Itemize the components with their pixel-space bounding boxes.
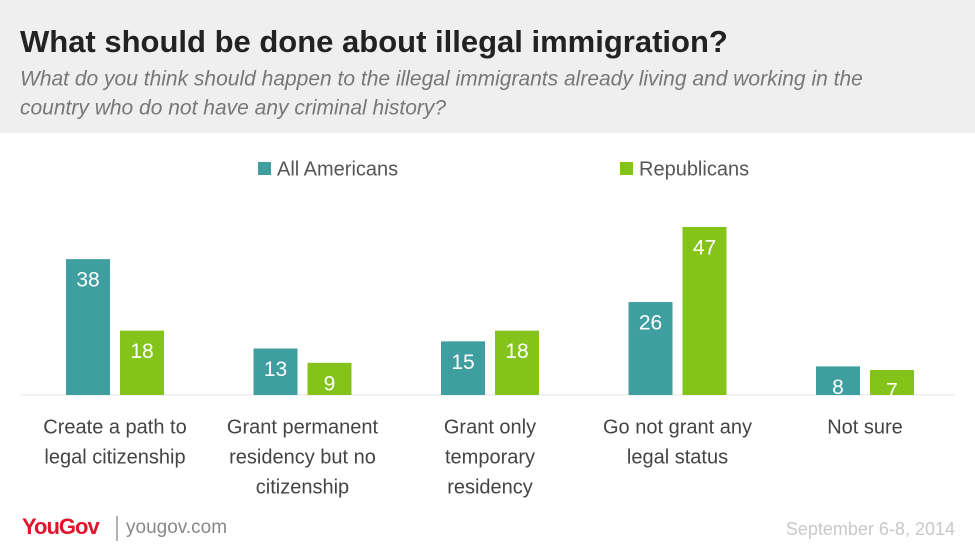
x-tick-label: Not sure xyxy=(827,416,903,438)
legend-label: Republicans xyxy=(639,158,749,180)
x-tick-label: citizenship xyxy=(256,476,349,498)
bar xyxy=(682,226,727,395)
subtitle: What do you think should happen to the i… xyxy=(20,68,863,91)
legend-swatch xyxy=(620,162,633,175)
logo: YouGov xyxy=(22,514,100,539)
x-tick-label: Go not grant any xyxy=(603,416,752,438)
x-tick-label: residency but no xyxy=(229,446,376,468)
bar xyxy=(870,369,914,395)
value-label: 38 xyxy=(76,269,99,292)
bar xyxy=(66,259,110,395)
header-background xyxy=(0,0,975,133)
bar xyxy=(628,302,673,395)
bar xyxy=(307,362,352,395)
value-label: 18 xyxy=(505,340,528,363)
x-tick-label: legal status xyxy=(627,446,728,468)
chart-title: What should be done about illegal immigr… xyxy=(20,24,728,59)
x-tick-label: Create a path to xyxy=(43,416,186,438)
x-tick-label: temporary xyxy=(445,446,535,468)
subtitle: country who do not have any criminal his… xyxy=(20,97,446,120)
bar xyxy=(253,348,298,395)
date: September 6-8, 2014 xyxy=(786,519,955,539)
site: yougov.com xyxy=(126,517,227,538)
value-label: 26 xyxy=(639,312,662,335)
value-label: 13 xyxy=(264,358,287,381)
bar xyxy=(120,330,164,395)
value-label: 9 xyxy=(324,372,336,395)
bar xyxy=(495,330,539,395)
bar xyxy=(816,366,860,395)
x-tick-label: legal citizenship xyxy=(44,446,185,468)
value-label: 15 xyxy=(451,351,474,374)
value-label: 8 xyxy=(832,376,844,399)
value-label: 18 xyxy=(130,340,153,363)
value-label: 7 xyxy=(886,380,898,403)
x-tick-label: Grant permanent xyxy=(227,416,379,438)
x-tick-label: residency xyxy=(447,476,533,498)
x-tick-label: Grant only xyxy=(444,416,536,438)
value-label: 47 xyxy=(693,237,716,260)
legend-label: All Americans xyxy=(277,158,398,180)
legend-swatch xyxy=(258,162,271,175)
bar xyxy=(441,341,485,395)
